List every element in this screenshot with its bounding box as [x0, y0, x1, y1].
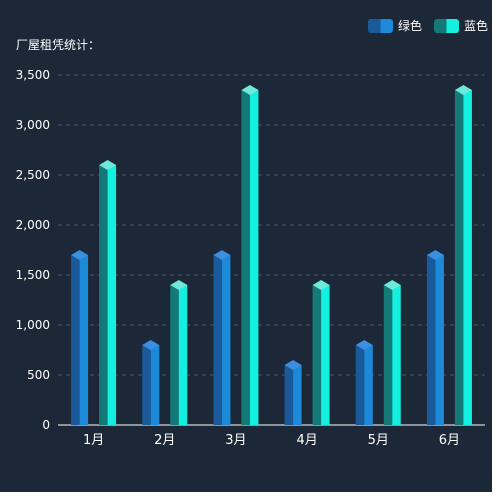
bar-face-left	[383, 285, 393, 425]
y-tick-label: 3,500	[16, 68, 50, 82]
legend-swatch-series-1	[433, 18, 459, 33]
bar-1-0[interactable]	[99, 160, 117, 425]
bar-face-left	[213, 255, 222, 425]
bar-cap	[99, 160, 117, 170]
chart-unit-label: 厂屋租凭统计：	[16, 38, 101, 52]
x-tick-label: 5月	[368, 433, 389, 448]
x-tick-label: 4月	[296, 433, 317, 448]
bar-face-right	[392, 285, 401, 425]
bar-face-left	[170, 285, 179, 425]
bar-1-4[interactable]	[383, 280, 401, 425]
bar-cap	[142, 340, 160, 350]
bar-cap	[241, 85, 259, 95]
bar-1-1[interactable]	[170, 280, 188, 425]
bar-face-right	[435, 255, 444, 425]
y-tick-label: 0	[42, 418, 50, 432]
bar-face-left	[284, 365, 294, 425]
bar-face-right	[178, 285, 188, 425]
y-tick-label: 500	[27, 368, 50, 382]
bar-face-left	[312, 285, 322, 425]
bar-1-5[interactable]	[454, 85, 472, 425]
bar-1-2[interactable]	[241, 85, 259, 425]
bar-face-right	[293, 365, 302, 425]
right-border	[492, 0, 500, 500]
bottom-border	[0, 492, 500, 500]
legend-label-series-0: 绿色	[397, 19, 422, 33]
bar-cap	[284, 360, 302, 370]
x-axis-ticks: 1月 2月 3月 4月 5月 6月	[83, 433, 460, 448]
legend-item-series-1[interactable]: 蓝色	[433, 17, 488, 34]
bars	[71, 85, 472, 425]
bar-face-left	[355, 345, 365, 425]
bar-0-4[interactable]	[355, 340, 373, 425]
bar-face-right	[79, 255, 89, 425]
x-tick-label: 3月	[225, 433, 246, 448]
bar-1-3[interactable]	[312, 280, 330, 425]
bar-face-left	[454, 90, 464, 425]
y-tick-label: 2,500	[16, 168, 50, 182]
bar-cap	[383, 280, 401, 290]
bar-cap	[355, 340, 373, 350]
y-axis-ticks: 0 500 1,000 1,500 2,000 2,500 3,000 3,500	[16, 68, 50, 432]
bar-cap	[312, 280, 330, 290]
x-tick-label: 1月	[83, 433, 104, 448]
y-tick-label: 1,000	[16, 318, 50, 332]
legend: 绿色 蓝色	[367, 17, 488, 34]
bar-cap	[454, 85, 472, 95]
y-tick-label: 3,000	[16, 118, 50, 132]
legend-swatch-series-0	[367, 18, 393, 33]
bar-cap	[71, 250, 89, 260]
bar-face-left	[142, 345, 151, 425]
bar-face-left	[426, 255, 436, 425]
gridlines	[58, 74, 485, 426]
bar-face-right	[321, 285, 330, 425]
bar-face-right	[221, 255, 231, 425]
y-tick-label: 2,000	[16, 218, 50, 232]
bar-0-3[interactable]	[284, 360, 302, 425]
bar-0-5[interactable]	[426, 250, 444, 425]
bar-face-right	[463, 90, 472, 425]
y-tick-label: 1,500	[16, 268, 50, 282]
bar-cap	[426, 250, 444, 260]
legend-item-series-0[interactable]: 绿色	[367, 17, 422, 34]
bar-cap	[213, 250, 231, 260]
bar-face-left	[241, 90, 250, 425]
bar-face-left	[71, 255, 80, 425]
x-tick-label: 6月	[439, 433, 460, 448]
bar-0-1[interactable]	[142, 340, 160, 425]
legend-label-series-1: 蓝色	[463, 19, 488, 33]
bar-face-right	[150, 345, 160, 425]
bar-cap	[170, 280, 188, 290]
bar-0-0[interactable]	[71, 250, 89, 425]
bar-face-right	[249, 90, 259, 425]
bar-face-right	[364, 345, 373, 425]
bar-face-left	[99, 165, 108, 425]
bar-face-right	[107, 165, 117, 425]
bar-0-2[interactable]	[213, 250, 231, 425]
x-tick-label: 2月	[154, 433, 175, 448]
